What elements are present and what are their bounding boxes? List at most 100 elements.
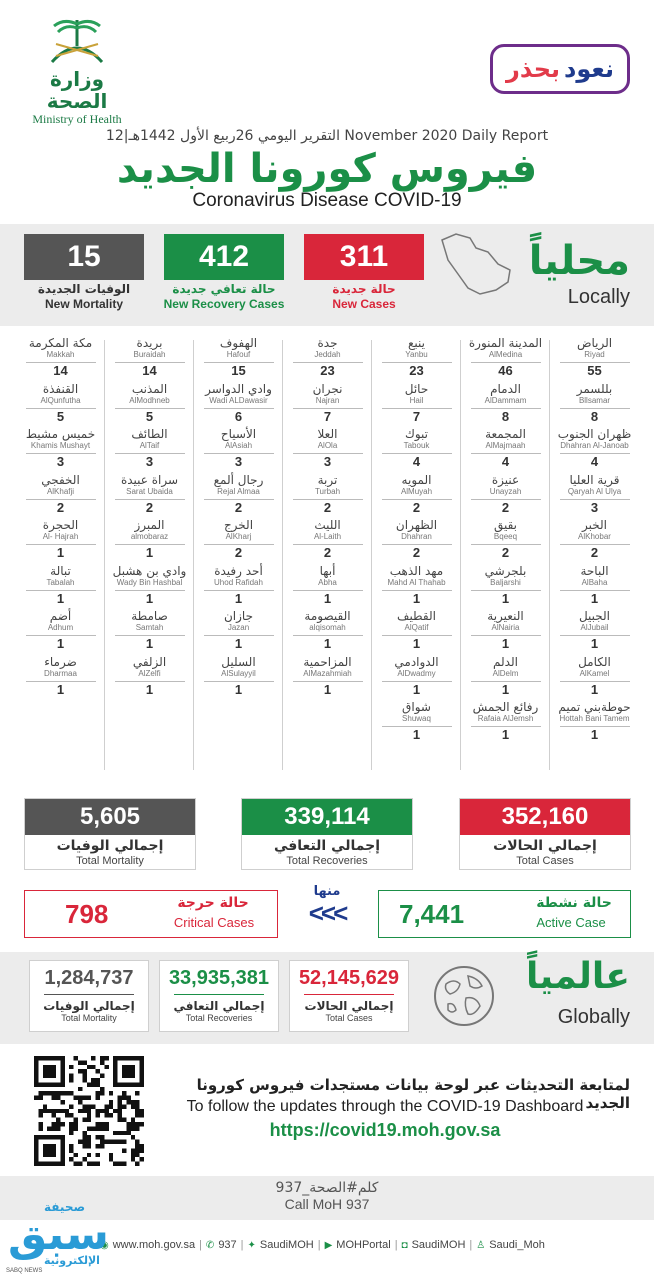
- city-case-count: 1: [323, 590, 332, 606]
- divider: [381, 453, 452, 454]
- divider: |: [317, 1239, 321, 1251]
- city-case-count: 2: [323, 499, 332, 515]
- new-mortality-label-en: New Mortality: [44, 297, 123, 311]
- snapchat-handle[interactable]: Saudi_Moh: [489, 1239, 545, 1251]
- total-recoveries-label-ar: إجمالي التعافي: [273, 838, 381, 854]
- divider: |: [469, 1239, 473, 1251]
- global-cases-value: 52,145,629: [298, 967, 400, 989]
- city-name-en: Sarat Ubaida: [126, 486, 173, 496]
- global-cases-label-ar: إجمالي الحالات: [304, 999, 394, 1013]
- city-name-ar: المبرز: [134, 518, 165, 532]
- city-name-en: Unayzah: [489, 486, 522, 496]
- city-name-ar: الطائف: [131, 427, 168, 441]
- city-name-en: AlKhobar: [578, 532, 611, 541]
- divider: [292, 635, 363, 636]
- city-cell: النعيرية AlNairia 1: [461, 609, 550, 654]
- website-link[interactable]: www.moh.gov.sa: [112, 1239, 196, 1251]
- divider: [470, 680, 541, 682]
- city-name-ar: رفائع الجمش: [472, 700, 539, 714]
- city-name-ar: المويه: [401, 472, 432, 487]
- city-name-en: AlMedina: [488, 350, 523, 359]
- city-case-count: 2: [234, 545, 243, 560]
- divider: [114, 498, 185, 500]
- city-name-en: Yanbu: [405, 350, 428, 359]
- instagram-handle[interactable]: SaudiMOH: [411, 1239, 466, 1251]
- global-mortality-label-ar: إجمالي الوفيات: [43, 999, 135, 1013]
- new-recovery-label: حالة تعافي جديدة New Recovery Cases: [149, 282, 299, 312]
- city-name-ar: المجمعة: [485, 427, 526, 441]
- city-case-count: 1: [145, 545, 154, 560]
- dashboard-link[interactable]: https://covid19.moh.gov.sa: [269, 1120, 501, 1140]
- city-case-count: 46: [498, 363, 513, 378]
- divider: [25, 362, 96, 363]
- divider: [25, 498, 96, 500]
- divider: [25, 635, 96, 636]
- column-divider: [282, 340, 283, 770]
- active-cases-value: 7,441: [399, 899, 465, 929]
- title-en: Coronavirus Disease COVID-19: [192, 190, 462, 211]
- moh-name-en: Ministry of Health: [32, 112, 122, 126]
- divider: [203, 407, 274, 409]
- divider: [470, 726, 541, 727]
- divider: [114, 589, 185, 591]
- twitter-icon: ✦: [247, 1239, 256, 1251]
- sabq-bottom: الإلكترونية: [44, 1254, 100, 1267]
- city-name-en: Mahd Al Thahab: [387, 577, 446, 587]
- total-mortality-card: 5,605 إجمالي الوفيات Total Mortality: [24, 798, 196, 870]
- city-name-en: AlAsiah: [224, 441, 253, 450]
- new-recovery-value: 412: [164, 234, 284, 280]
- city-cell: المجمعة AlMajmaah 4: [461, 427, 550, 472]
- instagram-icon: ◘: [401, 1239, 408, 1251]
- city-case-count: 1: [412, 727, 421, 742]
- city-name-en: Samtah: [135, 623, 164, 632]
- city-name-ar: تبوك: [404, 427, 429, 441]
- city-case-count: 1: [501, 681, 510, 697]
- phone-number[interactable]: 937: [218, 1239, 237, 1251]
- city-name-en: AlOla: [317, 441, 338, 450]
- city-name-ar: القيصومة: [304, 609, 351, 623]
- city-name-en: Wady Bin Hashbal: [116, 577, 183, 587]
- city-name-en: Dhahran Al-Janoab: [560, 441, 629, 450]
- campaign-word-1: نعود: [564, 55, 614, 83]
- dashboard-text-en: To follow the updates through the COVID-…: [186, 1098, 584, 1115]
- divider: [44, 994, 134, 995]
- city-cell: صامطة Samtah 1: [105, 609, 194, 654]
- city-case-count: 2: [234, 499, 243, 515]
- city-case-count: 1: [590, 636, 599, 651]
- critical-cases-label-en: Critical Cases: [173, 915, 255, 930]
- qr-code-icon[interactable]: [34, 1056, 144, 1166]
- sabq-main: سبق: [8, 1209, 109, 1260]
- dashboard-text-ar: لمتابعة التحديثات عبر لوحة بيانات مستجدا…: [196, 1076, 630, 1112]
- city-case-count: 1: [234, 590, 243, 606]
- web-icon: ◉: [100, 1239, 109, 1251]
- divider: [25, 407, 96, 409]
- palm-swords-icon: [50, 19, 104, 64]
- twitter-handle[interactable]: SaudiMOH: [259, 1239, 314, 1251]
- city-name-en: AlDwadmy: [397, 668, 436, 678]
- divider: [114, 680, 185, 682]
- city-cell: حوطةبني تميم Hottah Bani Tamem 1: [550, 700, 639, 745]
- city-name-en: Al-Laith: [313, 532, 342, 541]
- city-case-count: 2: [323, 545, 332, 560]
- city-name-en: Dharmaa: [44, 668, 77, 678]
- city-cell: الجبيل AlJubail 1: [550, 609, 639, 654]
- city-name-en: AlSulayyil: [221, 668, 256, 678]
- divider: [559, 498, 630, 500]
- city-cell: بريدة Buraidah 14: [105, 336, 194, 381]
- city-name-ar: حوطةبني تميم: [558, 700, 631, 714]
- city-name-ar: المدينة المنورة: [468, 336, 543, 350]
- youtube-handle[interactable]: MOHPortal: [336, 1239, 391, 1251]
- city-cell: وادي الدواسر Wadi ALDawasir 6: [194, 382, 283, 427]
- city-cell: الكامل AlKamel 1: [550, 655, 639, 700]
- column-divider: [371, 340, 372, 770]
- city-cell: شواق Shuwaq 1: [372, 700, 461, 745]
- column-divider: [104, 340, 105, 770]
- city-name-en: Hafouf: [226, 350, 251, 359]
- city-cell: القيصومة alqisomah 1: [283, 609, 372, 654]
- divider: [114, 544, 185, 545]
- city-cell: المذنب AlModhneb 5: [105, 382, 194, 427]
- divider: [174, 994, 264, 995]
- youtube-icon: ▶: [324, 1239, 333, 1251]
- divider: [381, 680, 452, 682]
- city-name-ar: نجران: [312, 381, 343, 396]
